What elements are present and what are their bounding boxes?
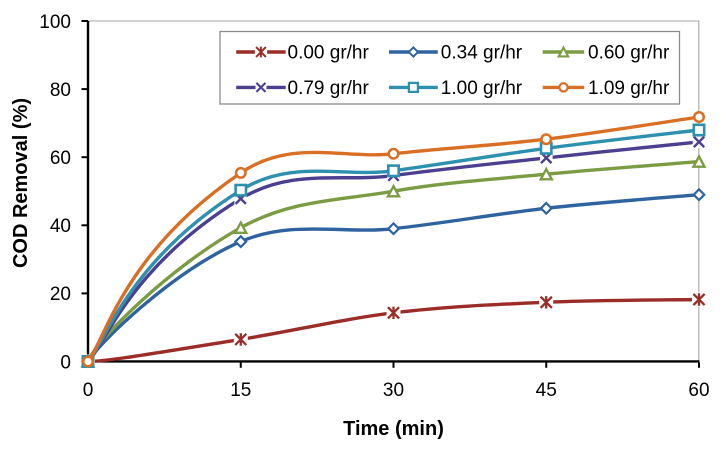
svg-text:1.00 gr/hr: 1.00 gr/hr: [441, 78, 523, 99]
svg-text:15: 15: [230, 380, 251, 401]
svg-text:60: 60: [688, 380, 709, 401]
svg-text:0.00 gr/hr: 0.00 gr/hr: [288, 43, 370, 64]
svg-text:0.34 gr/hr: 0.34 gr/hr: [441, 43, 523, 64]
svg-text:40: 40: [50, 216, 71, 237]
svg-text:Time (min): Time (min): [343, 418, 444, 440]
svg-text:0: 0: [60, 352, 71, 373]
svg-text:0: 0: [83, 380, 94, 401]
svg-text:45: 45: [536, 380, 557, 401]
svg-text:20: 20: [50, 284, 71, 305]
svg-text:0.60 gr/hr: 0.60 gr/hr: [588, 43, 670, 64]
svg-text:80: 80: [50, 80, 71, 101]
svg-text:60: 60: [50, 148, 71, 169]
svg-text:0.79 gr/hr: 0.79 gr/hr: [288, 78, 370, 99]
svg-text:30: 30: [383, 380, 404, 401]
svg-text:100: 100: [39, 12, 71, 33]
svg-text:1.09 gr/hr: 1.09 gr/hr: [588, 78, 670, 99]
svg-text:COD Removal (%): COD Removal (%): [10, 98, 32, 268]
